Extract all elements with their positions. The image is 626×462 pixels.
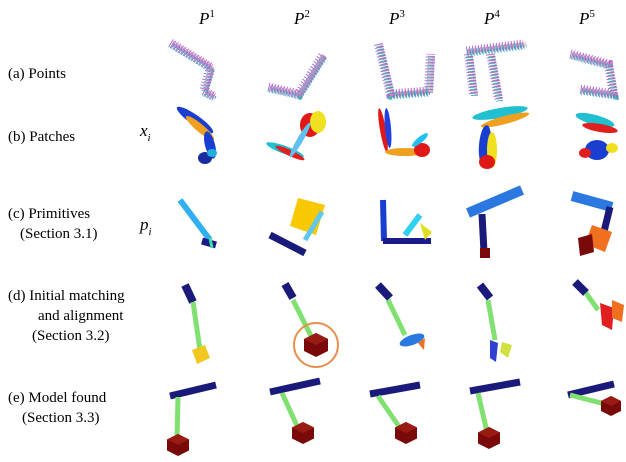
primitive (383, 200, 384, 241)
patch (207, 149, 217, 157)
column-header: P2 (293, 8, 310, 28)
primitive (575, 282, 586, 293)
symbol-letter: p (139, 215, 149, 234)
column-letter: P (293, 9, 304, 28)
primitive (210, 238, 212, 248)
column-index: 3 (399, 8, 405, 20)
primitive (293, 300, 312, 338)
primitive (177, 397, 178, 438)
primitive (482, 214, 484, 252)
column-header: P1 (198, 8, 215, 28)
symbol-subscript: i (148, 132, 151, 144)
row-symbol: xi (139, 121, 151, 144)
primitive (600, 303, 614, 330)
row-label: (c) Primitives (8, 206, 90, 222)
primitive (578, 234, 594, 256)
patch (606, 143, 618, 153)
row-label: (Section 3.3) (22, 410, 99, 426)
primitive (405, 215, 420, 235)
row-label: (d) Initial matching (8, 288, 125, 304)
patch (310, 111, 326, 133)
primitive (285, 284, 293, 298)
primitive (488, 300, 495, 340)
row-label: (Section 3.1) (20, 226, 97, 242)
primitive (202, 241, 216, 245)
primitive (270, 381, 320, 392)
primitive (388, 300, 405, 335)
primitive (192, 345, 210, 364)
primitive (572, 196, 612, 207)
page: {"header":{"columns":[{"letter":"P","ind… (0, 0, 626, 462)
symbol-subscript: i (149, 226, 152, 238)
column-letter: P (578, 9, 589, 28)
patch (579, 148, 591, 158)
row-label: and alignment (38, 308, 124, 324)
primitive (568, 384, 614, 395)
primitive (185, 285, 193, 302)
primitive (378, 285, 390, 298)
column-index: 1 (209, 8, 215, 20)
primitive (480, 285, 490, 298)
patch (274, 144, 306, 163)
column-header: P5 (578, 8, 595, 28)
column-index: 2 (304, 8, 310, 20)
column-letter: P (483, 9, 494, 28)
figure: P1P2P3P4P5(a) Points(b) Patchesxi(c) Pri… (0, 0, 626, 462)
primitive (378, 396, 400, 428)
column-letter: P (198, 9, 209, 28)
primitive (500, 342, 512, 358)
primitive (468, 190, 522, 213)
row-label: (b) Patches (8, 129, 75, 145)
primitive (570, 395, 605, 404)
column-header: P4 (483, 8, 500, 28)
column-index: 5 (589, 8, 595, 20)
primitive (193, 302, 200, 350)
primitive (612, 300, 624, 322)
row-label: (Section 3.2) (32, 328, 109, 344)
column-letter: P (388, 9, 399, 28)
primitive (470, 382, 520, 391)
primitive (170, 385, 216, 396)
patch (479, 155, 495, 169)
primitive (370, 385, 420, 394)
row-symbol: pi (139, 215, 152, 238)
primitive (420, 223, 432, 240)
primitive (282, 393, 298, 428)
primitive (478, 393, 487, 432)
column-index: 4 (494, 8, 500, 20)
primitive (180, 200, 210, 240)
row-label: (a) Points (8, 66, 66, 82)
primitive (586, 293, 598, 310)
column-header: P3 (388, 8, 405, 28)
point-cloud (379, 44, 431, 94)
primitive (270, 235, 305, 253)
row-label: (e) Model found (8, 390, 107, 406)
primitive (490, 340, 498, 362)
primitive (480, 248, 490, 258)
